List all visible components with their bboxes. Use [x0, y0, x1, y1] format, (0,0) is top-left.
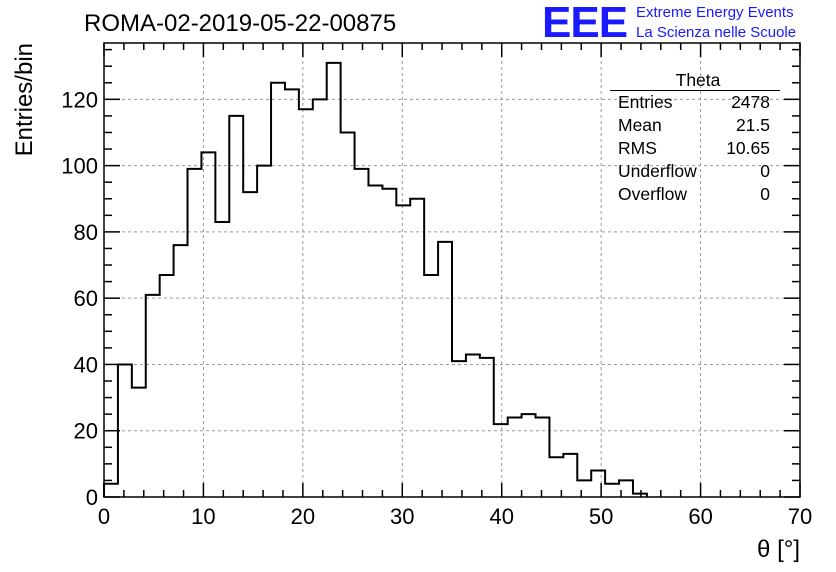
stat-value: 0: [760, 161, 770, 181]
x-tick-label: 40: [489, 504, 513, 529]
stat-label: RMS: [618, 138, 657, 158]
plot-frame: [103, 42, 801, 498]
stat-label: Underflow: [618, 161, 697, 181]
stat-value: 0: [760, 184, 770, 204]
logo-mark: EEE: [542, 0, 628, 47]
stat-row-overflow: Overflow 0: [618, 183, 780, 206]
grid-lines: [104, 43, 800, 497]
stat-value: 2478: [731, 92, 770, 112]
x-tick-label: 70: [788, 504, 812, 529]
histogram-series: [103, 61, 648, 497]
stat-row-entries: Entries 2478: [618, 91, 780, 114]
stat-row-mean: Mean 21.5: [618, 114, 780, 137]
y-tick-label: 60: [74, 286, 98, 311]
stat-label: Entries: [618, 92, 673, 112]
x-tick-label: 30: [390, 504, 414, 529]
y-tick-label: 0: [86, 485, 98, 510]
stat-label: Overflow: [618, 184, 688, 204]
tick-labels: 0 10 20 30 40 50 60 70 0 20 40 60 80 100 120: [61, 87, 812, 529]
stats-title: Theta: [610, 70, 780, 91]
y-tick-label: 100: [61, 154, 98, 179]
stat-value: 10.65: [726, 138, 770, 158]
x-tick-label: 10: [191, 504, 215, 529]
x-tick-label: 60: [688, 504, 712, 529]
y-tick-label: 20: [74, 419, 98, 444]
logo-tagline-2: La Scienza nelle Scuole: [636, 24, 797, 41]
logo-tagline-1: Extreme Energy Events: [636, 4, 794, 21]
x-axis-label: θ [°]: [757, 536, 800, 563]
run-title: ROMA-02-2019-05-22-00875: [84, 10, 397, 37]
y-tick-label: 80: [74, 220, 98, 245]
x-tick-label: 50: [589, 504, 613, 529]
stat-label: Mean: [618, 115, 662, 135]
stat-row-underflow: Underflow 0: [618, 160, 780, 183]
y-tick-label: 120: [61, 87, 98, 112]
x-tick-label: 0: [98, 504, 110, 529]
stats-box: Theta Entries 2478 Mean 21.5 RMS 10.65 U…: [610, 70, 780, 206]
y-tick-label: 40: [74, 352, 98, 377]
stat-value: 21.5: [735, 115, 770, 135]
y-axis-label: Entries/bin: [11, 43, 38, 156]
stat-row-rms: RMS 10.65: [618, 137, 780, 160]
x-tick-label: 20: [291, 504, 315, 529]
